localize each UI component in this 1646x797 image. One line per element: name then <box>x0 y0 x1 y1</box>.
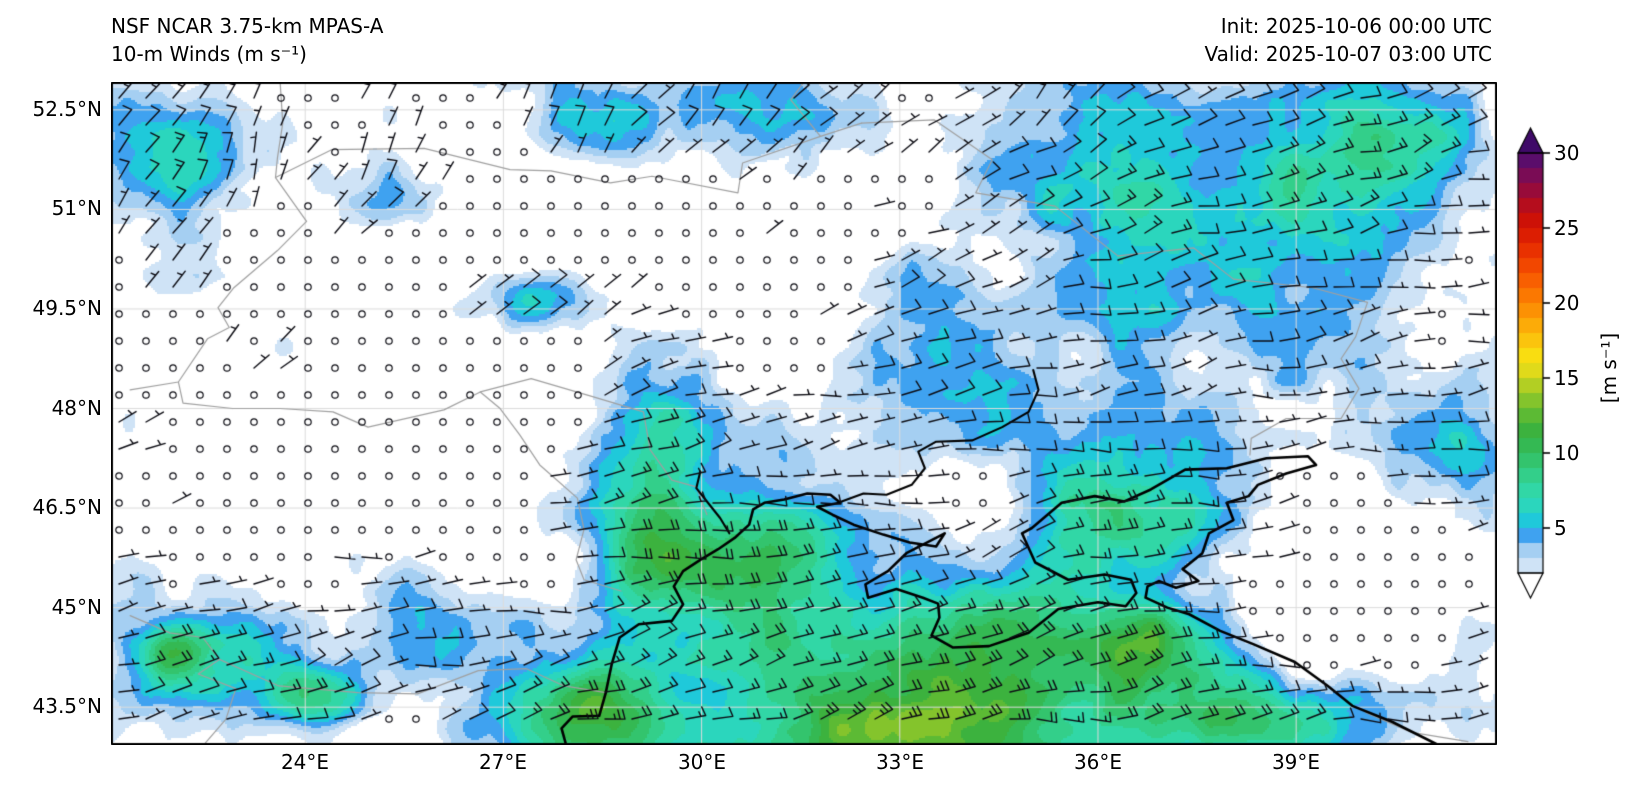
plot-title-line1: NSF NCAR 3.75-km MPAS-A <box>111 14 384 38</box>
colorbar-label: [m s⁻¹] <box>1597 332 1621 404</box>
lon-tick-label: 30°E <box>677 750 727 774</box>
valid-time-label: Valid: 2025-10-07 03:00 UTC <box>1204 42 1492 66</box>
run-info: Init: 2025-10-06 00:00 UTC Valid: 2025-1… <box>1204 12 1492 68</box>
lat-tick-label: 51°N <box>51 196 102 220</box>
lat-tick-label: 46.5°N <box>32 495 103 519</box>
colorbar-tick-label: 25 <box>1554 216 1580 240</box>
lat-tick-label: 43.5°N <box>32 694 103 718</box>
plot-title: NSF NCAR 3.75-km MPAS-A 10-m Winds (m s⁻… <box>111 12 383 68</box>
lat-tick-label: 52.5°N <box>32 97 103 121</box>
lon-tick-label: 33°E <box>875 750 925 774</box>
lon-tick-label: 36°E <box>1073 750 1123 774</box>
map-canvas <box>111 82 1497 745</box>
colorbar-tick-label: 10 <box>1554 441 1580 465</box>
init-time-label: Init: 2025-10-06 00:00 UTC <box>1220 14 1492 38</box>
lat-tick-label: 48°N <box>51 396 102 420</box>
colorbar-tick-label: 5 <box>1554 516 1567 540</box>
lat-tick-label: 45°N <box>51 595 102 619</box>
lon-tick-label: 39°E <box>1271 750 1321 774</box>
plot-title-line2: 10-m Winds (m s⁻¹) <box>111 42 307 66</box>
colorbar-tick-label: 30 <box>1554 141 1580 165</box>
colorbar-canvas <box>1510 125 1556 607</box>
lon-tick-label: 24°E <box>280 750 330 774</box>
colorbar-tick-label: 20 <box>1554 291 1580 315</box>
lat-tick-label: 49.5°N <box>32 296 103 320</box>
colorbar-tick-label: 15 <box>1554 366 1580 390</box>
lon-tick-label: 27°E <box>478 750 528 774</box>
